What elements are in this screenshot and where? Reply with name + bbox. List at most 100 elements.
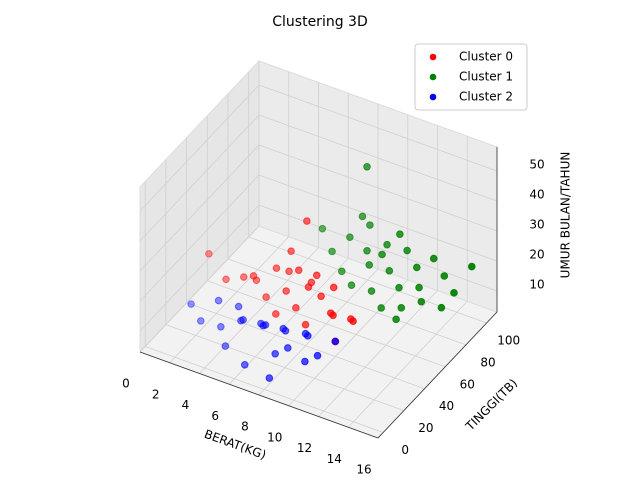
grid-line [169,236,290,364]
point [262,293,270,301]
point [292,304,300,312]
y-tick-label: 20 [418,421,433,435]
point [240,273,248,281]
point [214,296,223,305]
point [329,311,337,320]
point [358,212,367,221]
point [429,254,438,263]
z-tick-label: 30 [529,218,544,232]
y-tick-label: 0 [401,443,409,457]
point [415,283,423,292]
point [287,247,295,255]
x-axis-label: BERAT(KG) [202,427,268,462]
y-tick-label: 80 [480,355,495,369]
legend: Cluster 0 Cluster 1 Cluster 2 [414,43,528,111]
x-tick-label: 16 [356,463,371,477]
point [301,357,309,366]
z-axis-label: UMUR BULAN/TAHUN [559,152,573,279]
point [417,297,426,306]
points [187,162,476,382]
point [301,320,310,329]
point [285,267,293,276]
point [467,262,476,271]
point [378,250,386,259]
point [222,275,230,284]
point [337,267,346,276]
point [328,247,336,256]
grid-line [347,300,468,428]
point [365,261,374,269]
x-tick-label: 12 [297,441,312,455]
point [234,302,243,311]
point [331,337,340,346]
point [303,217,311,225]
grid-line [139,144,260,272]
grid-line [228,257,349,385]
point [383,240,391,249]
point [392,315,400,324]
point [440,272,449,280]
legend-label: Cluster 1 [459,70,513,84]
grid-line [258,204,498,292]
y-axis [377,311,498,439]
x-tick-label: 10 [267,430,282,444]
x-tick-label: 2 [152,387,160,401]
y-tick-label: 40 [439,399,454,413]
x-tick-label: 8 [241,420,249,434]
point [403,246,411,255]
grid-line [139,204,260,332]
point [396,230,404,239]
grid-line [165,324,405,411]
z-tick-label: 40 [529,188,544,202]
legend-box [414,43,528,111]
point [205,249,213,258]
point [272,264,281,272]
grid-line [258,174,498,262]
grid-line [139,84,260,212]
point [196,317,205,325]
point [349,317,357,325]
point [265,374,274,382]
point [217,322,225,331]
grid-line [186,302,425,390]
grid-line [258,144,498,232]
legend-marker [429,73,437,81]
grid-line [139,174,260,302]
legend-label: Cluster 0 [459,50,513,64]
point [385,267,394,275]
point [367,287,376,295]
legend-label: Cluster 2 [459,90,513,104]
grid-line [258,84,498,172]
grid-line [227,258,467,346]
point [240,361,249,369]
point [281,326,290,335]
point [437,303,446,312]
z-tick-label: 20 [529,248,544,262]
point [366,221,374,229]
point [271,349,279,358]
grid-line [258,114,498,202]
point [347,281,356,290]
point [304,332,312,340]
chart-title: Clustering 3D [272,14,367,30]
point [317,292,325,301]
legend-marker [429,53,437,61]
point [318,224,327,233]
point [282,287,290,295]
grid-line [318,290,438,417]
point [313,351,322,360]
x-tick-label: 14 [327,452,342,466]
point [304,283,313,291]
point [377,304,386,312]
grid-line [207,280,446,368]
legend-marker [429,93,437,101]
grid-line [145,346,384,433]
point [363,246,371,255]
point [187,300,195,308]
point [239,316,247,324]
point [261,321,270,329]
point [395,283,403,292]
grid-line [258,268,379,396]
point [450,289,458,297]
